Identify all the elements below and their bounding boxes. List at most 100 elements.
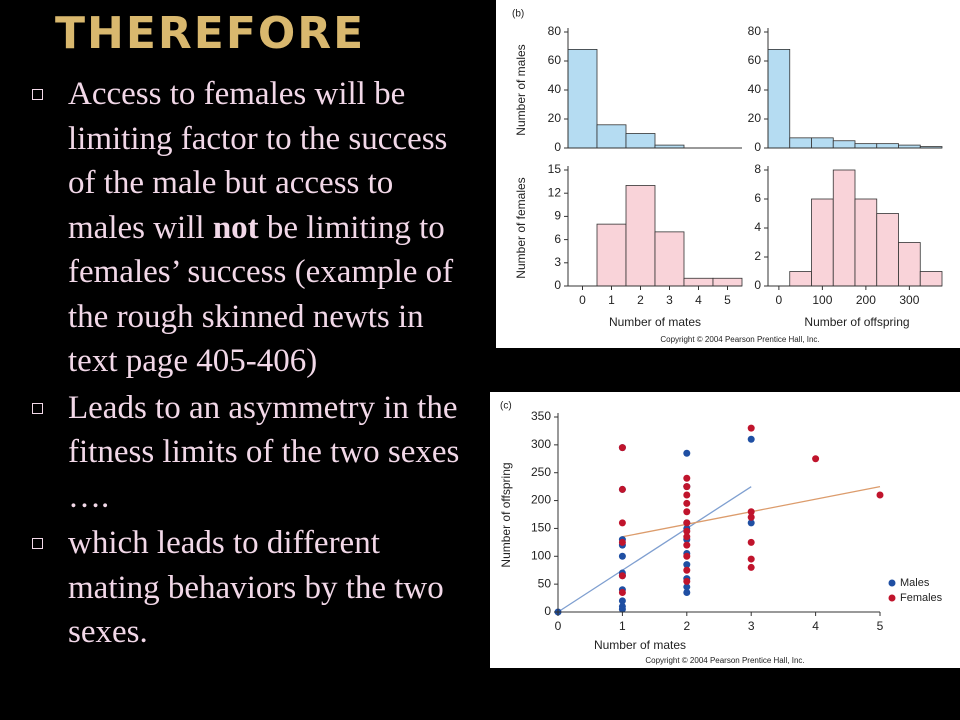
x-tick-label: 4: [695, 293, 702, 307]
legend-label: Females: [900, 592, 943, 604]
x-tick-label: 100: [812, 293, 832, 307]
x-tick-label: 200: [856, 293, 876, 307]
point: [876, 491, 884, 499]
y-tick-label: 6: [754, 191, 761, 205]
y-tick-label: 40: [548, 82, 562, 96]
slide-title: THEREFORE: [55, 8, 366, 59]
copyright: Copyright © 2004 Pearson Prentice Hall, …: [645, 656, 804, 665]
point: [618, 552, 626, 560]
y-tick-label: 4: [754, 220, 761, 234]
y-tick-label: 12: [548, 185, 562, 199]
x-tick-label: 2: [683, 619, 690, 633]
bar: [832, 169, 856, 287]
x-tick-label: 1: [619, 619, 626, 633]
panel-label: (c): [500, 401, 512, 412]
x-tick-label: 3: [748, 619, 755, 633]
point: [747, 563, 755, 571]
point: [683, 561, 691, 569]
y-tick-label: 3: [554, 255, 561, 269]
y-tick-label: 2: [754, 249, 761, 263]
y-tick-label: 80: [548, 24, 562, 38]
y-tick-label: 0: [544, 604, 551, 618]
bar: [596, 124, 627, 149]
legend-label: Males: [900, 577, 930, 589]
bullet-text: not: [212, 209, 259, 246]
bar: [625, 133, 656, 149]
point: [683, 533, 691, 541]
point: [618, 597, 626, 605]
x-tick-label: 5: [724, 293, 731, 307]
bar: [625, 185, 656, 287]
trend-line: [557, 486, 752, 613]
bar: [811, 198, 834, 287]
x-axis-label: Number of mates: [594, 638, 686, 652]
point: [618, 444, 626, 452]
y-axis-label: Number of females: [514, 177, 528, 278]
x-tick-label: 3: [666, 293, 673, 307]
legend-marker: [888, 579, 896, 587]
point: [747, 513, 755, 521]
y-tick-label: 9: [554, 209, 561, 223]
bullet-marker: [32, 402, 43, 414]
y-tick-label: 0: [754, 140, 761, 154]
point: [683, 449, 691, 457]
bar: [811, 137, 834, 149]
bar: [898, 242, 921, 287]
bullet-text: Leads to an asymmetry in the fitness lim…: [68, 389, 460, 515]
bar: [854, 143, 878, 149]
bullet-marker: [32, 538, 43, 549]
bullet: which leads to different mating behavior…: [32, 521, 478, 655]
y-tick-label: 100: [531, 548, 551, 562]
y-tick-label: 50: [538, 576, 552, 590]
point: [683, 474, 691, 482]
x-tick-label: 1: [608, 293, 615, 307]
point: [812, 455, 820, 463]
copyright: Copyright © 2004 Pearson Prentice Hall, …: [660, 335, 819, 344]
y-tick-label: 8: [754, 162, 761, 176]
y-tick-label: 200: [531, 493, 551, 507]
y-axis-label: Number of offspring: [499, 462, 513, 567]
y-tick-label: 300: [531, 437, 551, 451]
point: [683, 519, 691, 527]
point: [683, 583, 691, 591]
x-tick-label: 300: [899, 293, 919, 307]
bar: [712, 277, 743, 287]
y-tick-label: 0: [754, 278, 761, 292]
bullet-text: Access to females will be limiting facto…: [68, 76, 448, 246]
y-tick-label: 80: [748, 24, 762, 38]
bullet-list: Access to females will be limiting facto…: [32, 72, 478, 657]
point: [683, 508, 691, 516]
bullet-text: which leads to different mating behavior…: [68, 525, 444, 650]
point: [618, 485, 626, 493]
bar: [832, 140, 856, 149]
point: [747, 519, 755, 527]
bullet: Access to females will be limiting facto…: [32, 72, 478, 384]
y-tick-label: 60: [748, 53, 762, 67]
y-tick-label: 350: [531, 409, 551, 423]
y-tick-label: 0: [554, 140, 561, 154]
bullet: Leads to an asymmetry in the fitness lim…: [32, 386, 478, 520]
point: [618, 572, 626, 580]
y-tick-label: 40: [748, 82, 762, 96]
bar: [789, 271, 812, 287]
point: [618, 519, 626, 527]
x-axis-label: Number of offspring: [804, 315, 909, 329]
bar: [567, 49, 598, 149]
point: [683, 483, 691, 491]
point: [747, 435, 755, 443]
point: [683, 499, 691, 507]
bullet-text: be limiting to females’ success (example…: [68, 209, 454, 380]
y-tick-label: 20: [548, 111, 562, 125]
x-tick-label: 0: [579, 293, 586, 307]
point: [747, 538, 755, 546]
bar: [876, 143, 899, 149]
point: [683, 566, 691, 574]
bar: [767, 49, 791, 149]
bar: [789, 137, 812, 149]
y-tick-label: 150: [531, 521, 551, 535]
bar: [654, 231, 685, 287]
bullet-marker: [32, 89, 43, 100]
legend-marker: [888, 594, 896, 602]
